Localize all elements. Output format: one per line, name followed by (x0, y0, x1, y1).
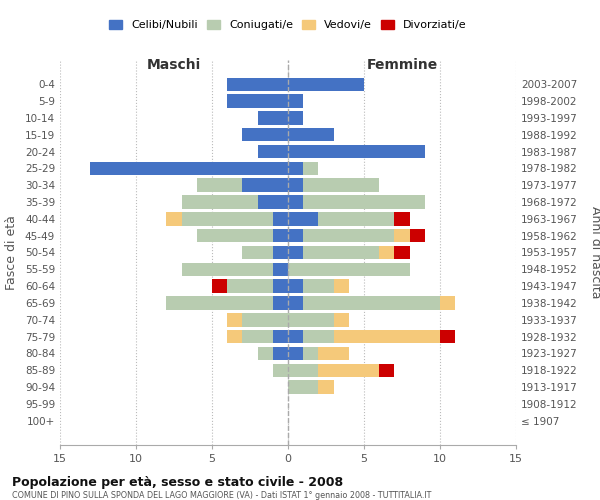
Bar (166, 296, 273, 310)
Bar (288, 94, 303, 108)
Y-axis label: Fasce di età: Fasce di età (5, 215, 18, 290)
Bar (319, 212, 394, 226)
Bar (440, 330, 455, 344)
Bar (303, 178, 379, 192)
Bar (288, 262, 410, 276)
Bar (319, 364, 379, 377)
Bar (288, 178, 303, 192)
Bar (242, 330, 273, 344)
Bar (257, 145, 288, 158)
Bar (227, 330, 242, 344)
Bar (379, 246, 394, 259)
Bar (197, 178, 242, 192)
Bar (394, 229, 410, 242)
Bar (303, 246, 379, 259)
Bar (273, 330, 288, 344)
Bar (394, 246, 410, 259)
Bar (273, 246, 288, 259)
Bar (303, 296, 440, 310)
Bar (212, 280, 227, 293)
Bar (273, 346, 288, 360)
Bar (197, 229, 273, 242)
Bar (288, 196, 303, 209)
Bar (303, 330, 334, 344)
Bar (273, 229, 288, 242)
Bar (334, 330, 440, 344)
Bar (242, 246, 273, 259)
Bar (227, 78, 288, 91)
Bar (334, 280, 349, 293)
Bar (242, 313, 288, 326)
Bar (227, 94, 288, 108)
Bar (288, 330, 303, 344)
Text: Maschi: Maschi (147, 58, 201, 72)
Bar (288, 346, 303, 360)
Bar (182, 262, 273, 276)
Bar (273, 364, 288, 377)
Bar (288, 246, 303, 259)
Bar (257, 111, 288, 124)
Bar (227, 280, 273, 293)
Bar (288, 364, 319, 377)
Text: Femmine: Femmine (367, 58, 437, 72)
Bar (334, 313, 349, 326)
Bar (319, 380, 334, 394)
Bar (273, 262, 288, 276)
Bar (303, 229, 394, 242)
Bar (166, 212, 182, 226)
Bar (303, 162, 319, 175)
Bar (288, 78, 364, 91)
Bar (303, 280, 334, 293)
Bar (288, 111, 303, 124)
Bar (440, 296, 455, 310)
Bar (303, 196, 425, 209)
Bar (410, 229, 425, 242)
Bar (288, 162, 303, 175)
Bar (242, 178, 288, 192)
Text: COMUNE DI PINO SULLA SPONDA DEL LAGO MAGGIORE (VA) - Dati ISTAT 1° gennaio 2008 : COMUNE DI PINO SULLA SPONDA DEL LAGO MAG… (12, 491, 431, 500)
Bar (242, 128, 288, 141)
Y-axis label: Anni di nascita: Anni di nascita (589, 206, 600, 298)
Bar (288, 229, 303, 242)
Bar (182, 212, 273, 226)
Bar (257, 196, 288, 209)
Bar (288, 128, 334, 141)
Bar (227, 313, 242, 326)
Bar (288, 212, 319, 226)
Bar (303, 346, 319, 360)
Legend: Celibi/Nubili, Coniugati/e, Vedovi/e, Divorziati/e: Celibi/Nubili, Coniugati/e, Vedovi/e, Di… (105, 16, 471, 35)
Text: Popolazione per età, sesso e stato civile - 2008: Popolazione per età, sesso e stato civil… (12, 476, 343, 489)
Bar (288, 296, 303, 310)
Bar (288, 313, 334, 326)
Bar (273, 280, 288, 293)
Bar (394, 212, 410, 226)
Bar (288, 280, 303, 293)
Bar (91, 162, 288, 175)
Bar (273, 296, 288, 310)
Bar (273, 212, 288, 226)
Bar (257, 346, 273, 360)
Bar (288, 380, 319, 394)
Bar (319, 346, 349, 360)
Bar (288, 145, 425, 158)
Bar (379, 364, 394, 377)
Bar (182, 196, 257, 209)
